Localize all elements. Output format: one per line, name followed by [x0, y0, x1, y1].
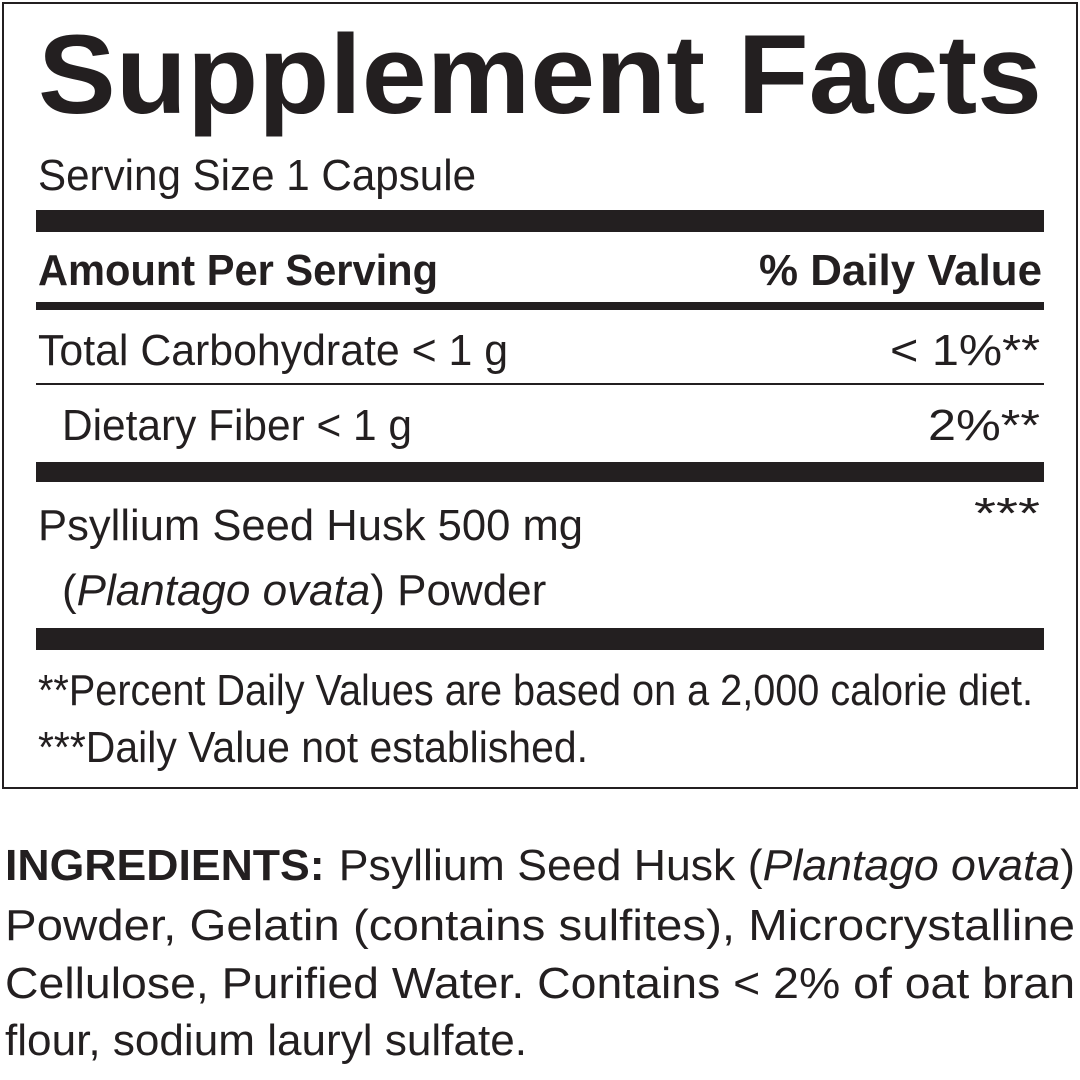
- footnote: ***Daily Value not established.: [38, 723, 588, 772]
- ingredient-name: Psyllium Seed Husk 500 mg: [38, 501, 583, 550]
- ingredients-line: INGREDIENTS: Psyllium Seed Husk (Plantago…: [5, 841, 1075, 890]
- ingredients-text: ): [1060, 841, 1075, 890]
- nutrient-dv: < 1%**: [890, 326, 1040, 375]
- ingredients-label: INGREDIENTS:: [5, 841, 325, 890]
- footnote: **Percent Daily Values are based on a 2,…: [38, 666, 1033, 715]
- ingredients-line: flour, sodium lauryl sulfate.: [5, 1016, 527, 1065]
- header-dv: % Daily Value: [759, 246, 1042, 295]
- latin-name: Plantago ovata: [763, 841, 1061, 890]
- ingredients-text: Psyllium Seed Husk (: [339, 841, 763, 890]
- title: Supplement Facts: [38, 12, 1042, 137]
- thick-rule: [36, 628, 1044, 650]
- medium-rule: [36, 302, 1044, 310]
- thin-rule: [36, 383, 1044, 385]
- nutrient-dv: 2%**: [928, 401, 1040, 450]
- ingredient-dv: ***: [974, 489, 1040, 538]
- thick-rule: [36, 210, 1044, 232]
- ingredient-source: (Plantago ovata) Powder: [62, 566, 546, 615]
- serving-size: Serving Size 1 Capsule: [38, 151, 476, 200]
- ingredients-line: Powder, Gelatin (contains sulfites), Mic…: [5, 901, 1075, 950]
- nutrient-name: Dietary Fiber < 1 g: [62, 401, 412, 450]
- latin-name: Plantago ovata: [77, 566, 371, 615]
- nutrient-name: Total Carbohydrate < 1 g: [38, 326, 508, 375]
- thick-rule: [36, 462, 1044, 482]
- source-rest: ) Powder: [370, 566, 546, 615]
- header-amount: Amount Per Serving: [38, 246, 438, 295]
- paren: (: [62, 566, 77, 615]
- panel-border: [2, 2, 1078, 789]
- ingredients-line: Cellulose, Purified Water. Contains < 2%…: [5, 959, 1075, 1008]
